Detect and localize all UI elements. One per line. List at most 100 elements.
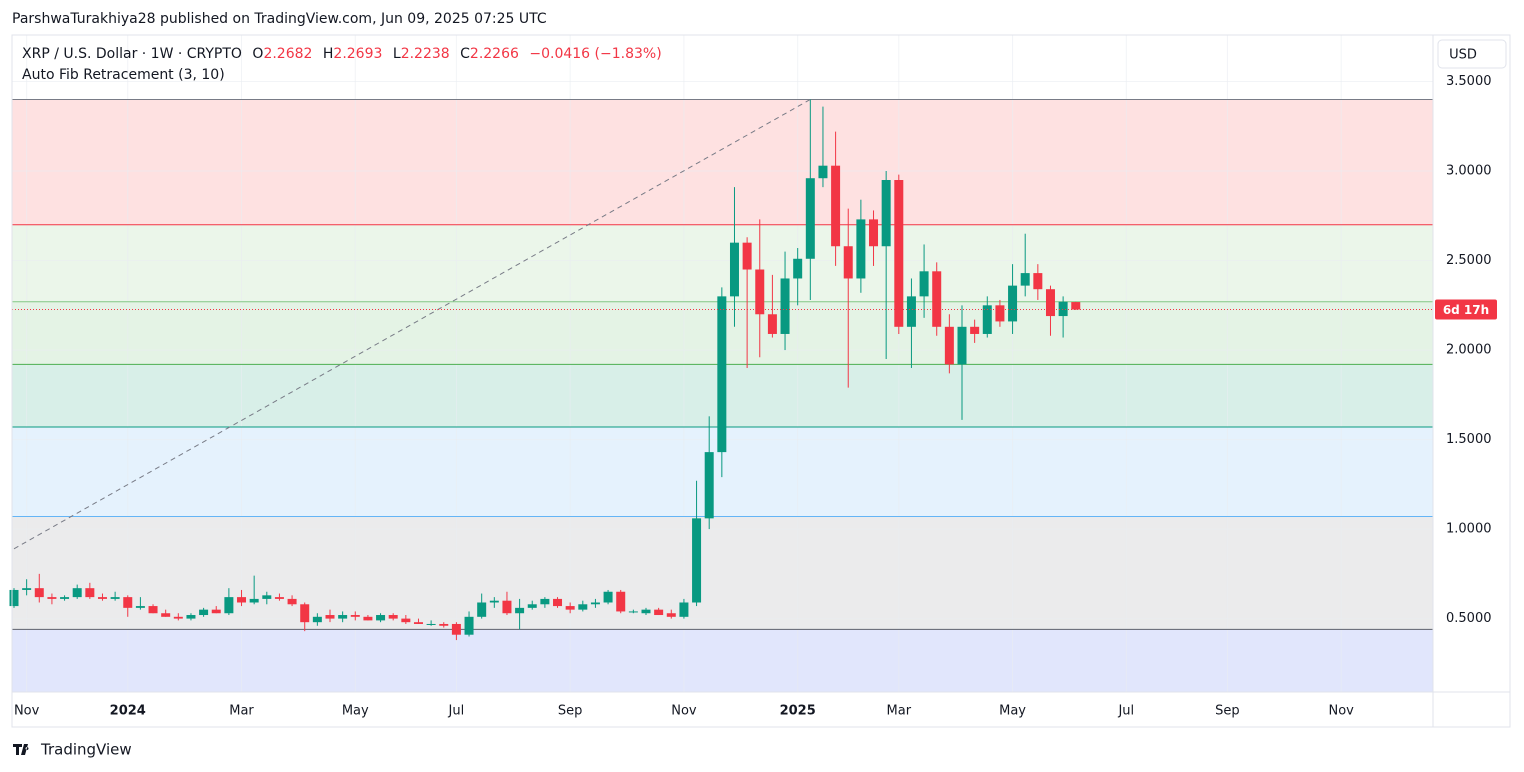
candle-body xyxy=(742,242,752,270)
candle-body xyxy=(767,314,777,334)
candle-body xyxy=(173,616,183,619)
candle-body xyxy=(515,607,525,614)
candle-body xyxy=(527,604,537,608)
x-tick-label: Nov xyxy=(671,704,697,719)
candle-body xyxy=(666,613,676,617)
candle-body xyxy=(211,609,221,614)
ohlc-label: O xyxy=(252,46,263,62)
x-tick-label: 2025 xyxy=(780,704,816,719)
candle-body xyxy=(540,598,550,605)
candle-body xyxy=(641,609,651,614)
candle-body xyxy=(363,616,373,621)
candle-body xyxy=(944,326,954,365)
fib-zone xyxy=(12,516,1433,630)
candle-body xyxy=(237,597,247,603)
plot-area xyxy=(9,35,1433,692)
x-tick-label: May xyxy=(342,704,369,719)
ohlc-label: C xyxy=(460,46,470,62)
candle-body xyxy=(338,615,348,619)
candle-body xyxy=(224,597,234,614)
y-tick-label: 2.0000 xyxy=(1446,343,1492,358)
candle-body xyxy=(578,604,588,610)
candle-body xyxy=(1020,273,1030,286)
x-tick-label: Sep xyxy=(558,704,583,719)
candle-body xyxy=(831,165,841,247)
candle-body xyxy=(1058,301,1068,317)
candle-body xyxy=(843,246,853,279)
candle-body xyxy=(616,591,626,612)
fib-zone xyxy=(12,99,1433,225)
candle-body xyxy=(489,600,499,603)
candle-body xyxy=(350,615,360,617)
candle-body xyxy=(426,623,436,625)
candle-body xyxy=(1033,273,1043,290)
candle-body xyxy=(274,597,284,599)
candle-body xyxy=(717,296,727,453)
candle-body xyxy=(793,258,803,279)
symbol: XRP / U.S. Dollar · 1W · CRYPTO xyxy=(22,46,242,62)
candle-body xyxy=(186,615,196,619)
candle-body xyxy=(995,305,1005,322)
y-tick-label: 3.0000 xyxy=(1446,164,1492,179)
candle-body xyxy=(123,597,133,608)
candle-body xyxy=(199,609,209,616)
candle-body xyxy=(464,616,474,635)
candle-body xyxy=(553,598,563,607)
x-tick-label: May xyxy=(999,704,1026,719)
candle-body xyxy=(729,242,739,297)
brand-logo xyxy=(13,744,29,755)
ohlc-label: L xyxy=(393,46,401,62)
candle-body xyxy=(628,611,638,613)
candle-body xyxy=(704,452,714,519)
candle-body xyxy=(72,588,82,598)
logo-icon xyxy=(13,744,29,755)
candle-body xyxy=(439,623,449,626)
candle-body xyxy=(970,326,980,334)
change: −0.0416 (−1.83%) xyxy=(529,46,661,62)
candle-body xyxy=(590,602,600,605)
ohlc-label: H xyxy=(323,46,334,62)
candle-body xyxy=(60,597,70,599)
x-tick-label: Mar xyxy=(887,704,912,719)
currency-button[interactable] xyxy=(1437,39,1507,69)
candle-body xyxy=(856,219,866,279)
candle-body xyxy=(47,597,57,599)
candle-body xyxy=(161,613,171,617)
candle-body xyxy=(249,598,259,603)
candle-body xyxy=(982,305,992,334)
fib-zone xyxy=(12,629,1433,692)
open-value: 2.2682 xyxy=(263,46,312,62)
candle-body xyxy=(287,598,297,605)
candle-body xyxy=(502,600,512,614)
candle-body xyxy=(85,588,95,598)
fib-zone xyxy=(12,224,1433,302)
published-note: ParshwaTurakhiya28 published on TradingV… xyxy=(12,11,547,27)
candle-body xyxy=(1071,302,1081,310)
candle-body xyxy=(654,609,664,616)
candle-body xyxy=(869,219,879,247)
candle-body xyxy=(34,588,44,598)
y-tick-label: 3.5000 xyxy=(1446,74,1492,89)
candle-body xyxy=(894,180,904,327)
high-value: 2.2693 xyxy=(333,46,382,62)
candle-body xyxy=(679,602,689,617)
y-tick-label: 1.5000 xyxy=(1446,432,1492,447)
chart-frame xyxy=(11,34,1511,728)
y-tick-label: 2.5000 xyxy=(1446,253,1492,268)
candle-body xyxy=(755,269,765,315)
candle-body xyxy=(1008,285,1018,322)
x-tick-label: Nov xyxy=(1329,704,1355,719)
candle-body xyxy=(919,271,929,297)
x-tick-label: Sep xyxy=(1215,704,1240,719)
candle-body xyxy=(312,616,322,623)
y-tick-label: 0.5000 xyxy=(1446,611,1492,626)
candle-body xyxy=(148,606,158,614)
low-value: 2.2238 xyxy=(401,46,450,62)
currency[interactable]: USD xyxy=(1449,48,1477,63)
x-tick-label: Jul xyxy=(1117,704,1134,719)
indicator-label: Auto Fib Retracement (3, 10) xyxy=(22,67,225,83)
close-value: 2.2266 xyxy=(470,46,519,62)
candle-body xyxy=(780,278,790,334)
candle-body xyxy=(692,518,702,603)
